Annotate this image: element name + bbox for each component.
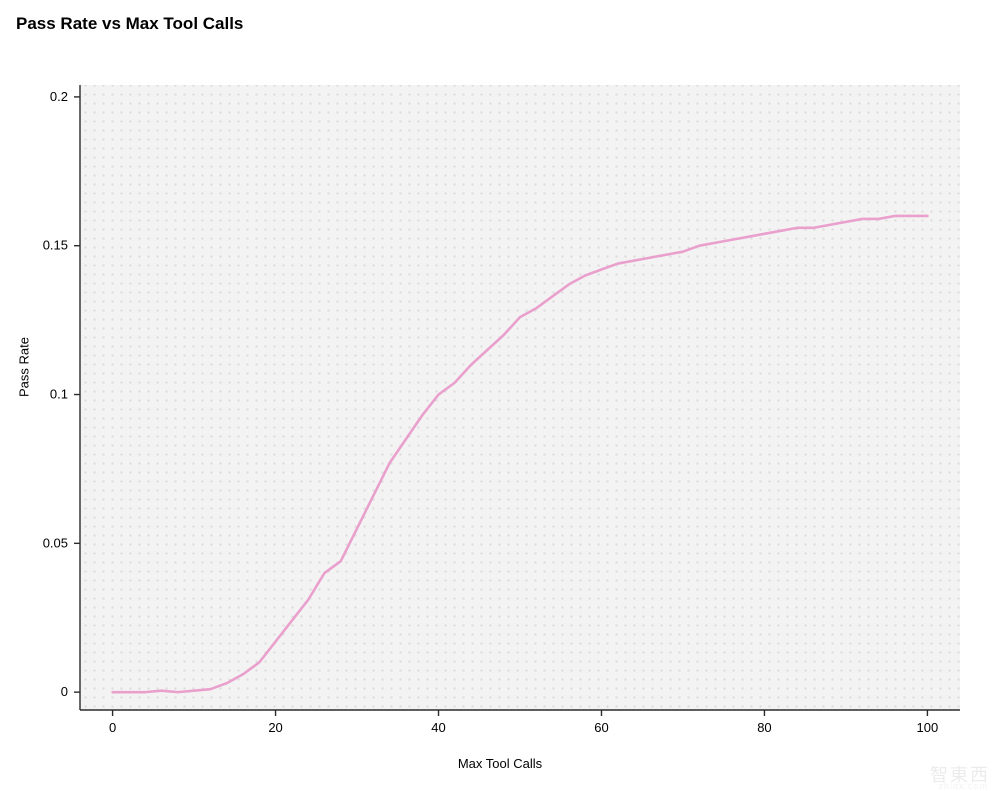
x-tick-label: 40 [431,720,445,735]
chart-container: 0 20 40 60 80 100 0 0.05 0.1 0.15 0.2 [0,0,1000,791]
x-ticks: 0 20 40 60 80 100 [109,710,938,735]
x-tick-label: 0 [109,720,116,735]
x-tick-label: 100 [917,720,939,735]
x-tick-label: 20 [268,720,282,735]
y-tick-label: 0.2 [50,89,68,104]
x-axis-label: Max Tool Calls [0,756,1000,771]
y-axis-label-fixed: Pass Rate [17,337,32,397]
x-tick-label: 80 [757,720,771,735]
y-tick-label: 0 [61,684,68,699]
plot-background [80,85,960,710]
y-tick-label: 0.05 [43,535,68,550]
x-tick-label: 60 [594,720,608,735]
chart-svg: 0 20 40 60 80 100 0 0.05 0.1 0.15 0.2 [0,0,1000,791]
y-ticks: 0 0.05 0.1 0.15 0.2 [43,89,80,699]
y-tick-label: 0.1 [50,387,68,402]
y-tick-label: 0.15 [43,238,68,253]
